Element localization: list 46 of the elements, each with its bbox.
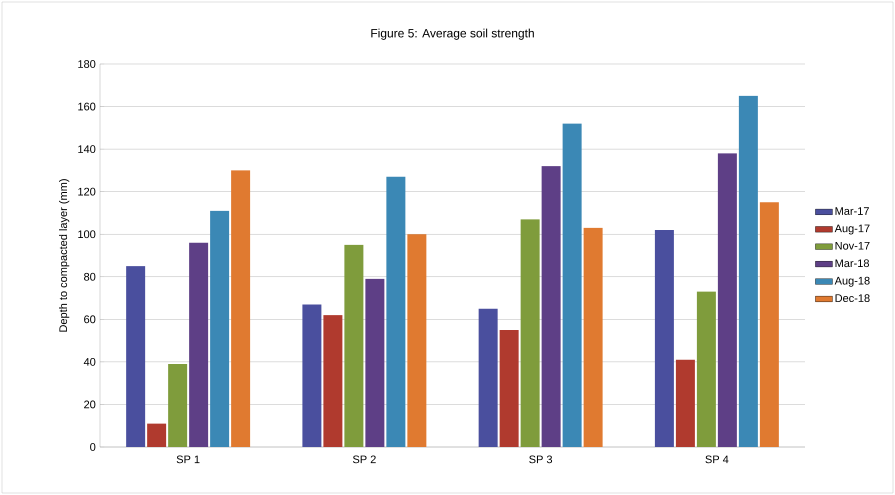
y-tick-label: 180 [78,60,96,68]
legend-label: Mar-18 [836,259,870,268]
bar [718,153,737,447]
y-tick-label: 140 [78,145,96,154]
bar [231,170,250,447]
bar [562,124,582,447]
legend-label: Aug-17 [834,224,870,234]
bar [344,244,364,447]
bar [302,304,322,447]
bar [696,292,716,447]
legend-label: Nov-17 [836,242,870,250]
bar [189,242,208,447]
y-tick-label: 160 [78,102,96,110]
bar [542,166,561,447]
bar [738,96,758,447]
y-tick-label: 20 [84,400,96,408]
y-tick-label: 80 [84,272,96,281]
y-axis-title: Depth to compacted layer (mm) [59,179,70,332]
x-tick-label: SP 3 [529,455,552,464]
x-tick-label: SP 2 [352,455,376,464]
bar [676,360,695,447]
chart-title: Figure 5: Average soil strength [371,28,534,40]
bar [365,278,384,447]
legend-label: Mar-17 [836,207,869,215]
bar [760,202,779,447]
bar [478,308,498,447]
bar [323,315,342,447]
x-tick-label: SP 4 [705,455,728,464]
legend-label: Aug-18 [834,276,870,287]
y-tick-label: 100 [78,230,96,238]
legend-label: Dec-18 [836,294,870,302]
y-tick-label: 40 [84,358,96,366]
y-tick-label: 120 [78,188,96,196]
x-tick-label: SP 1 [176,455,200,464]
bar [520,219,540,447]
bar [654,230,674,447]
bar [500,330,519,447]
y-tick-label: 60 [84,315,96,324]
bar [386,176,406,447]
bar [126,266,146,447]
bar [168,364,188,447]
bar [147,424,166,447]
bar [210,210,230,447]
y-tick-label: 0 [90,443,96,451]
bar [584,228,603,447]
bar [407,234,426,447]
